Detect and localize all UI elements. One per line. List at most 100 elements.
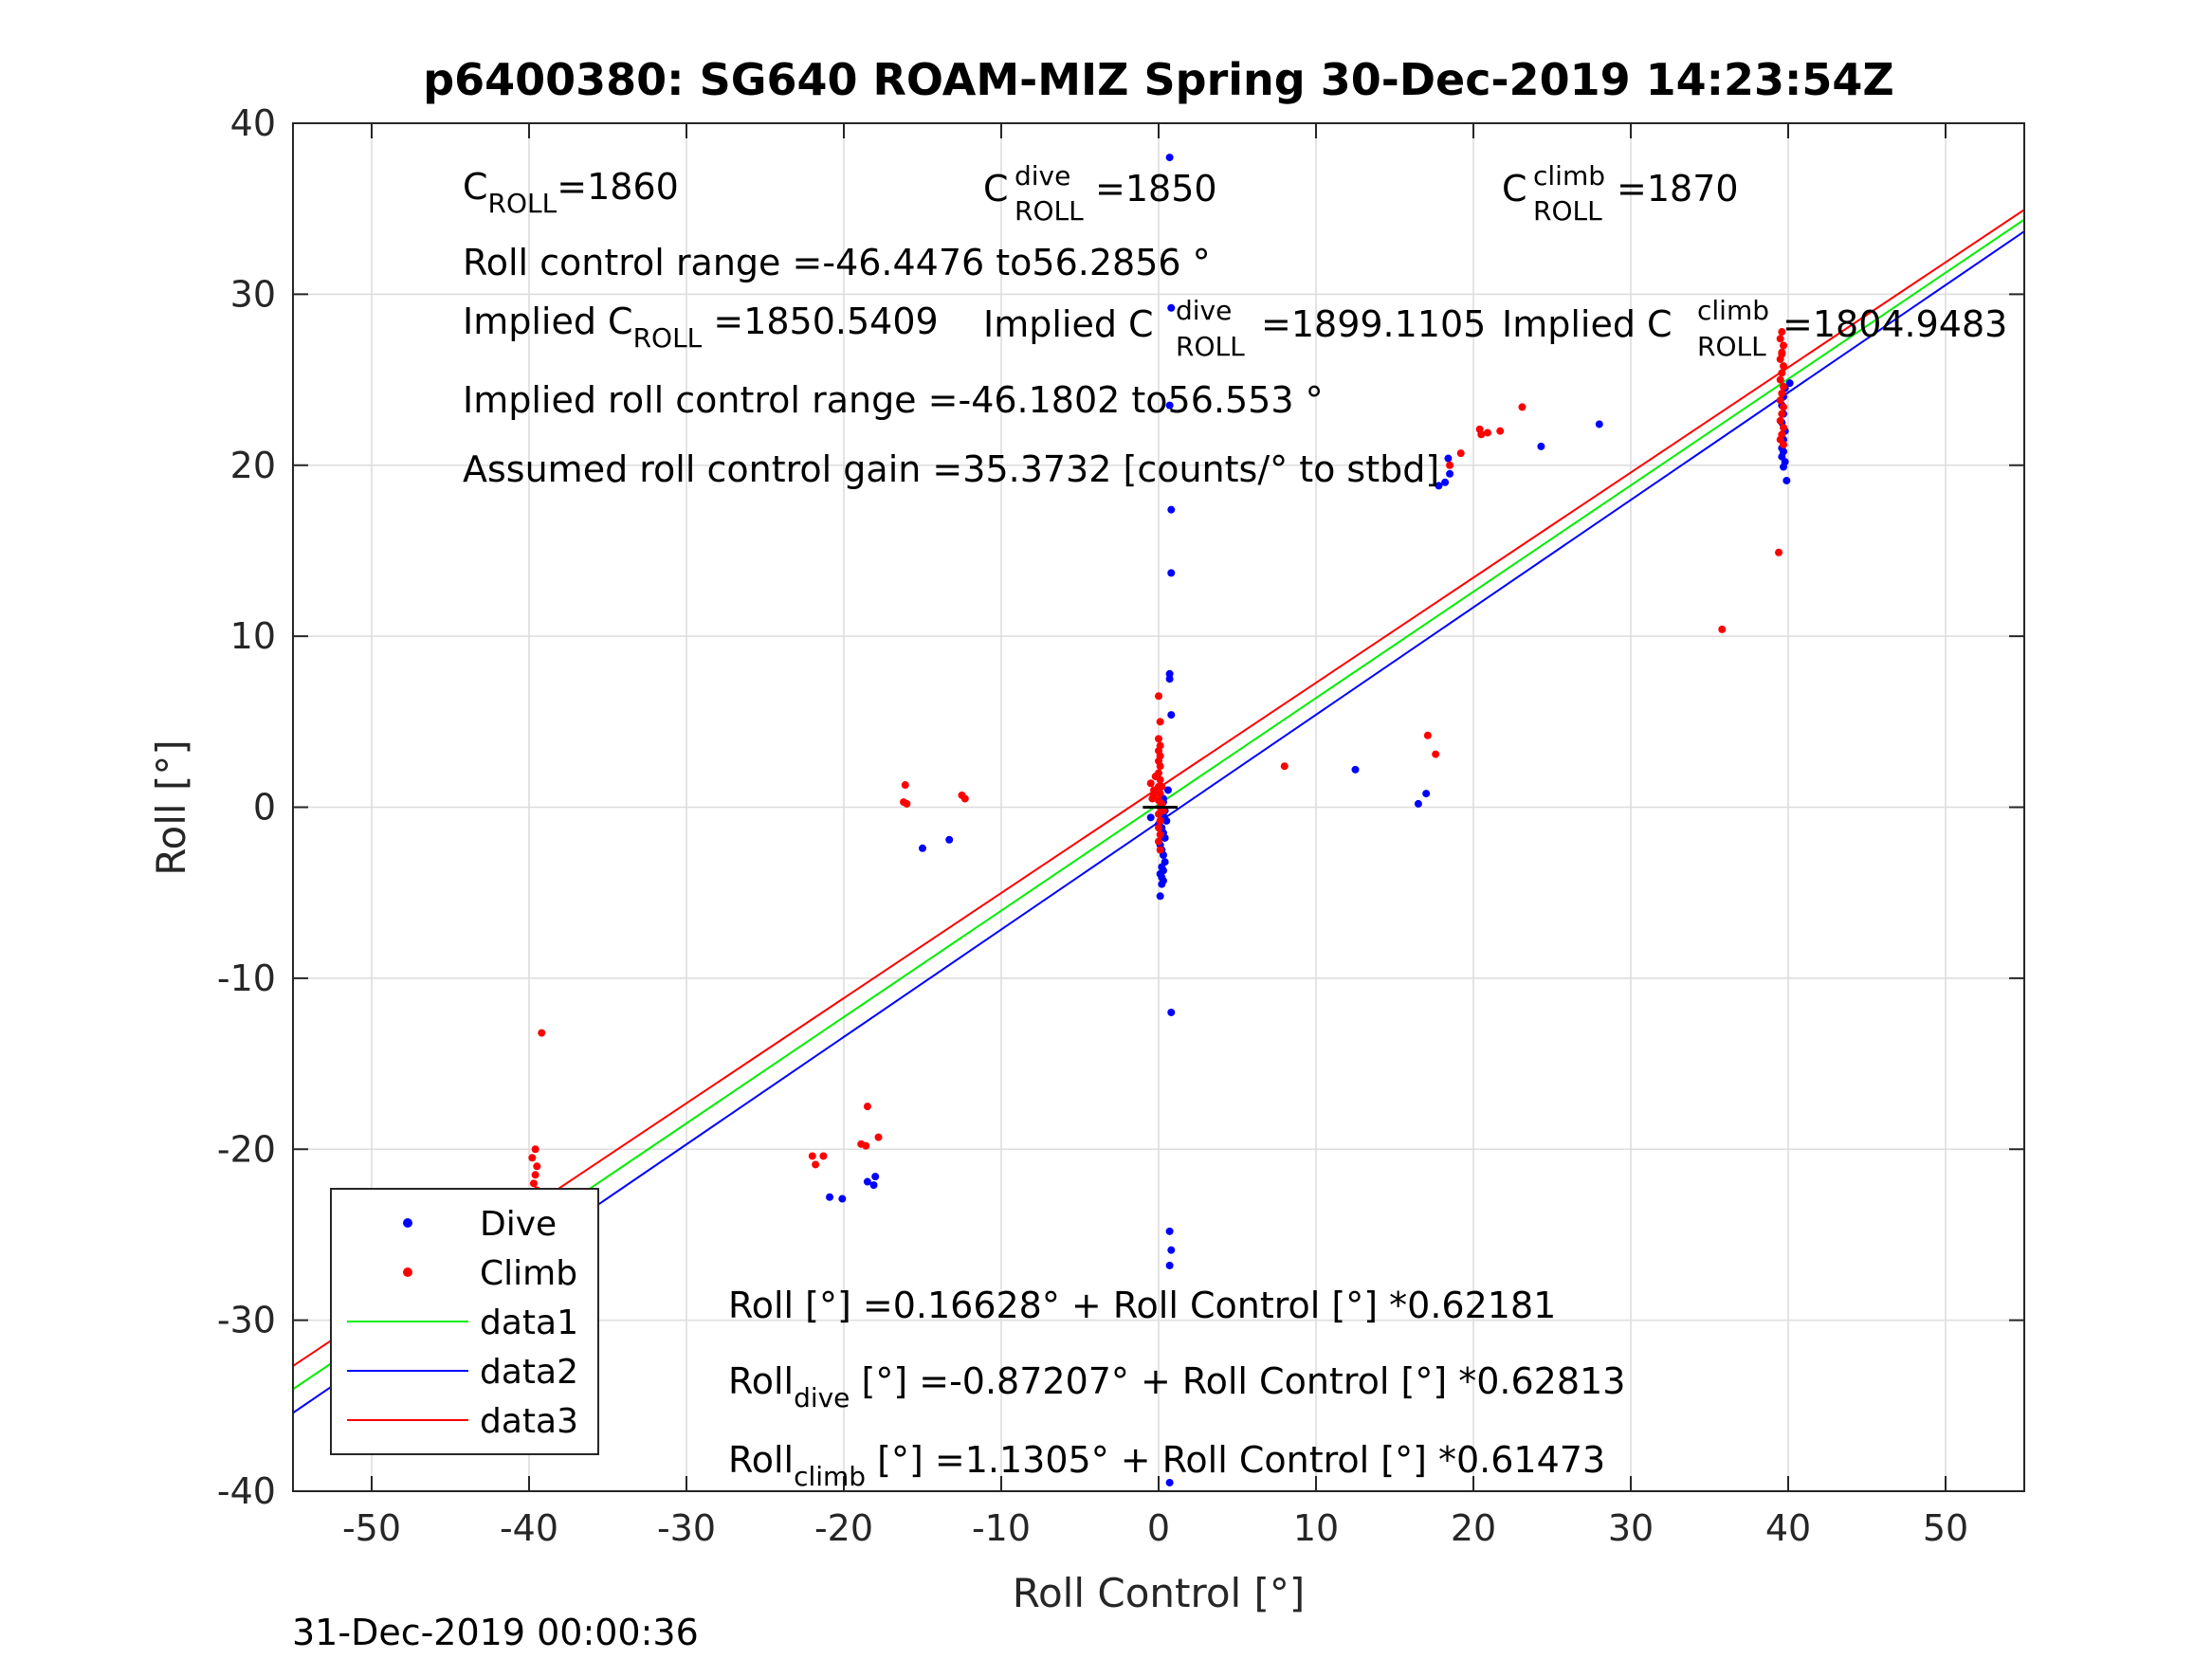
point-dive	[1165, 675, 1174, 684]
point-climb	[1780, 362, 1788, 371]
point-climb	[958, 791, 966, 799]
y-axis-label: Roll [°]	[148, 739, 194, 875]
point-climb	[1156, 790, 1164, 798]
point-dive	[1167, 505, 1176, 514]
y-tick-label: 20	[230, 445, 276, 486]
legend-label: Climb	[480, 1254, 577, 1293]
c-roll-dive-label: C	[983, 168, 1009, 210]
x-axis-label: Roll Control [°]	[1013, 1570, 1306, 1616]
point-climb	[533, 1162, 541, 1171]
point-climb	[862, 1141, 870, 1150]
c-roll-climb-sup: climb	[1533, 160, 1605, 191]
point-dive	[1785, 379, 1794, 388]
point-climb	[1456, 449, 1465, 458]
point-climb	[1158, 782, 1166, 791]
point-climb	[1776, 396, 1784, 405]
point-climb	[1155, 692, 1162, 701]
x-tick-label: -40	[500, 1507, 558, 1549]
c-roll-dive-sup: dive	[1015, 160, 1070, 191]
y-tick-label: 10	[230, 615, 276, 657]
point-dive	[1422, 790, 1431, 798]
x-tick-label: 30	[1608, 1507, 1654, 1549]
point-dive	[869, 1181, 878, 1190]
point-climb	[808, 1152, 816, 1160]
point-dive	[871, 1173, 880, 1181]
point-climb	[1156, 830, 1164, 839]
point-climb	[1150, 791, 1159, 799]
point-climb	[1776, 375, 1784, 384]
point-climb	[903, 799, 911, 808]
point-climb	[531, 1145, 539, 1154]
point-dive	[1167, 1246, 1176, 1254]
point-climb	[1778, 410, 1786, 418]
point-dive	[1414, 799, 1422, 808]
point-climb	[1432, 750, 1440, 758]
point-climb	[1280, 762, 1289, 771]
x-tick-label: 20	[1451, 1507, 1496, 1549]
point-dive	[1167, 569, 1176, 577]
x-axis: -50 -40 -30 -20 -10 0 10 20 30 40 50	[342, 123, 1968, 1549]
point-dive	[1165, 401, 1174, 410]
point-climb	[1778, 389, 1786, 397]
implied-c-roll-climb-value: =1804.9483	[1782, 303, 2007, 345]
point-climb	[1780, 441, 1788, 449]
point-climb	[1718, 625, 1727, 633]
c-roll-dive-sub: ROLL	[1015, 195, 1084, 227]
y-tick-label: -10	[217, 957, 276, 999]
point-dive	[1167, 303, 1176, 312]
point-dive	[1165, 1478, 1174, 1486]
point-climb	[812, 1160, 820, 1169]
point-dive	[1351, 765, 1360, 774]
legend-label: data1	[480, 1304, 578, 1342]
point-climb	[901, 781, 909, 790]
point-dive	[1146, 813, 1155, 822]
implied-c-roll-climb: Implied C	[1502, 303, 1673, 345]
point-climb	[819, 1152, 828, 1160]
point-dive	[1435, 482, 1443, 490]
point-climb	[1146, 779, 1155, 788]
point-dive	[1167, 1008, 1176, 1016]
point-climb	[1156, 816, 1164, 825]
x-tick-label: 0	[1147, 1507, 1170, 1549]
footer-timestamp: 31-Dec-2019 00:00:36	[292, 1612, 699, 1653]
point-climb	[1780, 382, 1788, 391]
c-roll-climb-sub: ROLL	[1533, 195, 1602, 227]
point-dive	[1446, 469, 1454, 478]
y-axis: -40 -30 -20 -10 0 10 20 30 40	[217, 102, 2024, 1512]
x-tick-label: -30	[657, 1507, 716, 1549]
fit-all: Roll [°] =0.16628° + Roll Control [°] *0…	[728, 1285, 1556, 1326]
y-tick-label: -30	[217, 1300, 276, 1341]
legend-marker-Climb	[403, 1267, 412, 1277]
implied-c-roll-climb-sup: climb	[1697, 295, 1769, 326]
x-tick-label: -20	[814, 1507, 873, 1549]
y-tick-label: 0	[253, 787, 276, 829]
point-climb	[1780, 341, 1788, 350]
point-climb	[1158, 799, 1166, 808]
point-climb	[1423, 731, 1432, 739]
point-dive	[826, 1193, 834, 1201]
implied-c-roll-climb-sub: ROLL	[1697, 331, 1766, 362]
point-dive	[1782, 476, 1791, 484]
point-dive	[945, 835, 954, 844]
point-dive	[1537, 442, 1545, 450]
point-dive	[919, 844, 926, 852]
x-tick-label: 40	[1765, 1507, 1811, 1549]
implied-roll-control-range: Implied roll control range =-46.1802 to5…	[463, 379, 1324, 421]
legend: Dive Climb data1 data2 data3	[330, 1188, 599, 1455]
point-dive	[1167, 711, 1176, 720]
point-dive	[1165, 1261, 1174, 1269]
point-climb	[528, 1154, 537, 1162]
y-tick-label: -20	[217, 1128, 276, 1170]
point-dive	[1163, 786, 1172, 794]
point-climb	[1155, 735, 1162, 743]
point-climb	[1156, 846, 1164, 854]
point-climb	[529, 1179, 538, 1188]
legend-label: data2	[480, 1353, 578, 1392]
legend-marker-Dive	[403, 1218, 412, 1228]
fit-climb: Rollclimb [°] =1.1305° + Roll Control [°…	[728, 1439, 1605, 1492]
point-climb	[863, 1103, 871, 1111]
point-climb	[1776, 416, 1784, 425]
point-climb	[1780, 403, 1788, 411]
point-climb	[1496, 427, 1505, 435]
